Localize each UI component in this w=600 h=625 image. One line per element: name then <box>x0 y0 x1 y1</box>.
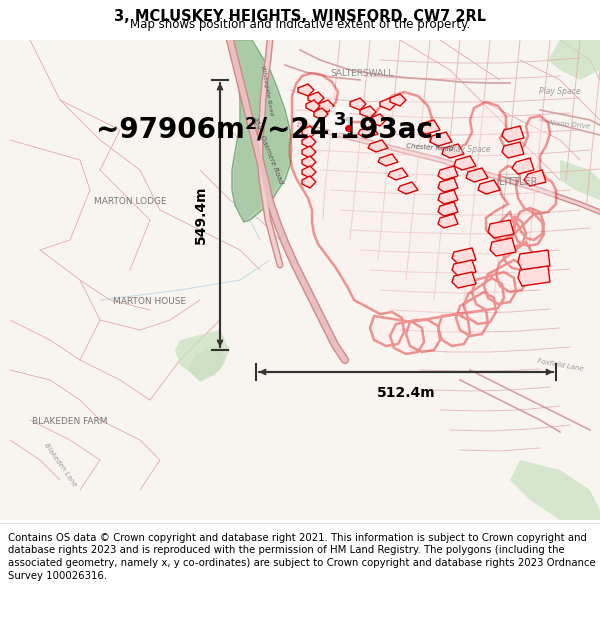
Polygon shape <box>438 190 458 204</box>
Polygon shape <box>175 330 230 380</box>
Polygon shape <box>524 170 546 186</box>
Polygon shape <box>388 168 408 180</box>
Polygon shape <box>378 154 398 166</box>
Polygon shape <box>302 136 316 148</box>
Text: 3: 3 <box>334 111 346 129</box>
Text: Map shows position and indicative extent of the property.: Map shows position and indicative extent… <box>130 18 470 31</box>
Polygon shape <box>302 126 316 138</box>
Polygon shape <box>368 140 388 152</box>
Text: ~97906m²/~24.193ac.: ~97906m²/~24.193ac. <box>96 116 444 144</box>
Polygon shape <box>560 160 600 200</box>
Polygon shape <box>308 92 324 104</box>
Polygon shape <box>188 345 225 382</box>
Text: MARTON LODGE: MARTON LODGE <box>94 198 166 206</box>
Polygon shape <box>398 182 418 194</box>
Polygon shape <box>510 460 600 520</box>
Text: MARTON HOUSE: MARTON HOUSE <box>113 298 187 306</box>
Polygon shape <box>466 168 488 182</box>
Polygon shape <box>478 180 500 194</box>
Text: A54 - Oakmere Road: A54 - Oakmere Road <box>251 115 284 185</box>
Text: SALTERSWALL: SALTERSWALL <box>331 69 394 79</box>
Polygon shape <box>502 126 524 142</box>
Polygon shape <box>512 158 534 174</box>
Polygon shape <box>302 176 316 188</box>
Text: Foxfield Lane: Foxfield Lane <box>536 358 584 372</box>
Polygon shape <box>318 100 334 112</box>
Polygon shape <box>548 40 600 80</box>
Text: LITTLER: LITTLER <box>499 177 537 187</box>
Polygon shape <box>438 214 458 228</box>
Text: 3, MCLUSKEY HEIGHTS, WINSFORD, CW7 2RL: 3, MCLUSKEY HEIGHTS, WINSFORD, CW7 2RL <box>114 9 486 24</box>
Polygon shape <box>232 40 292 222</box>
Polygon shape <box>350 98 366 110</box>
Polygon shape <box>502 142 524 158</box>
Polygon shape <box>370 114 386 126</box>
Polygon shape <box>360 106 376 118</box>
Text: Chester Road: Chester Road <box>406 143 454 152</box>
Polygon shape <box>438 166 458 180</box>
Polygon shape <box>518 266 550 286</box>
Text: 549.4m: 549.4m <box>194 186 208 244</box>
Polygon shape <box>518 250 550 270</box>
Polygon shape <box>302 156 316 168</box>
Polygon shape <box>314 108 328 120</box>
Polygon shape <box>302 166 316 178</box>
Polygon shape <box>442 144 464 158</box>
Text: Contains OS data © Crown copyright and database right 2021. This information is : Contains OS data © Crown copyright and d… <box>8 532 595 581</box>
Text: Nixon Drive: Nixon Drive <box>550 120 590 130</box>
Polygon shape <box>380 98 396 110</box>
Polygon shape <box>452 272 476 288</box>
Text: 512.4m: 512.4m <box>377 386 436 400</box>
Polygon shape <box>438 178 458 192</box>
Polygon shape <box>452 248 476 264</box>
Text: Blakeden Lane: Blakeden Lane <box>43 442 77 488</box>
Polygon shape <box>452 260 476 276</box>
Polygon shape <box>306 100 320 112</box>
Polygon shape <box>418 120 440 134</box>
Text: Play Space: Play Space <box>449 146 491 154</box>
Polygon shape <box>454 156 476 170</box>
Polygon shape <box>490 238 516 256</box>
Polygon shape <box>302 146 316 158</box>
Text: Whitegate Road: Whitegate Road <box>260 64 274 116</box>
Text: BLAKEDEN FARM: BLAKEDEN FARM <box>32 418 108 426</box>
Polygon shape <box>298 84 314 96</box>
Polygon shape <box>390 94 406 106</box>
Polygon shape <box>234 40 290 220</box>
Polygon shape <box>488 220 514 238</box>
Polygon shape <box>430 132 452 146</box>
Polygon shape <box>358 126 378 138</box>
Polygon shape <box>290 73 556 354</box>
Polygon shape <box>438 202 458 216</box>
Text: Play Space: Play Space <box>539 88 581 96</box>
